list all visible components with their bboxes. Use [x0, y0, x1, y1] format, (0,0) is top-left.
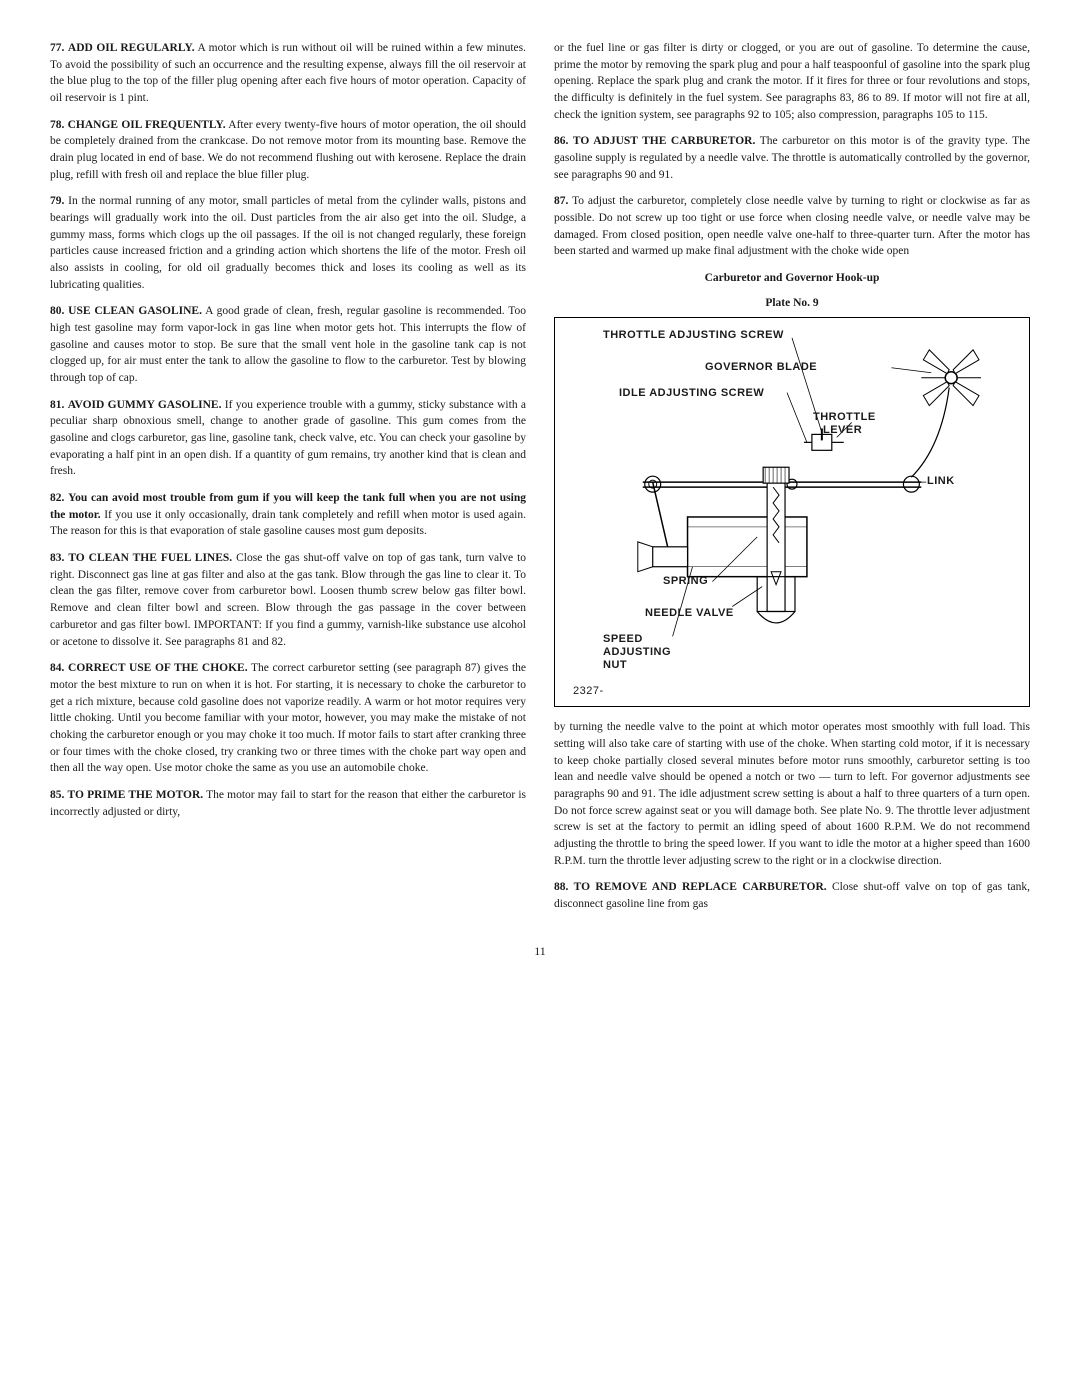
para-87-cont: by turning the needle valve to the point… [554, 719, 1030, 869]
para-num: 83. [50, 552, 64, 564]
para-84: 84. CORRECT USE OF THE CHOKE. The correc… [50, 660, 526, 777]
para-title: ADD OIL REGULARLY. [68, 42, 195, 54]
para-text: In the normal running of any motor, smal… [50, 195, 526, 290]
para-num: 77. [50, 42, 64, 54]
para-title: AVOID GUMMY GASOLINE. [68, 399, 222, 411]
label-nut: NUT [603, 658, 627, 674]
label-needle-valve: NEEDLE VALVE [645, 606, 734, 622]
para-title: TO ADJUST THE CARBURETOR. [573, 135, 755, 147]
para-num: 86. [554, 135, 568, 147]
para-title: CORRECT USE OF THE CHOKE. [68, 662, 248, 674]
para-87: 87. To adjust the carburetor, completely… [554, 193, 1030, 260]
label-throttle-screw: THROTTLE ADJUSTING SCREW [603, 328, 784, 344]
label-governor-blade: GOVERNOR BLADE [705, 360, 817, 376]
para-86: 86. TO ADJUST THE CARBURETOR. The carbur… [554, 133, 1030, 183]
para-title: USE CLEAN GASOLINE. [68, 305, 202, 317]
para-80: 80. USE CLEAN GASOLINE. A good grade of … [50, 303, 526, 386]
para-85-cont: or the fuel line or gas filter is dirty … [554, 40, 1030, 123]
label-lever: LEVER [823, 423, 862, 439]
para-title: TO CLEAN THE FUEL LINES. [68, 552, 232, 564]
two-column-layout: 77. ADD OIL REGULARLY. A motor which is … [50, 40, 1030, 923]
para-88: 88. TO REMOVE AND REPLACE CARBURETOR. Cl… [554, 879, 1030, 912]
para-81: 81. AVOID GUMMY GASOLINE. If you experie… [50, 397, 526, 480]
para-title: CHANGE OIL FREQUENTLY. [68, 119, 226, 131]
diagram-caption-2: Plate No. 9 [554, 295, 1030, 312]
para-text: The correct carburetor setting (see para… [50, 662, 526, 774]
para-num: 79. [50, 195, 64, 207]
carburetor-diagram: THROTTLE ADJUSTING SCREW GOVERNOR BLADE … [554, 317, 1030, 707]
para-num: 85. [50, 789, 64, 801]
para-85: 85. TO PRIME THE MOTOR. The motor may fa… [50, 787, 526, 820]
para-title: TO PRIME THE MOTOR. [68, 789, 204, 801]
label-idle-screw: IDLE ADJUSTING SCREW [619, 386, 764, 402]
label-partno: 2327- [573, 684, 604, 700]
para-83: 83. TO CLEAN THE FUEL LINES. Close the g… [50, 550, 526, 650]
para-77: 77. ADD OIL REGULARLY. A motor which is … [50, 40, 526, 107]
para-num: 80. [50, 305, 64, 317]
left-column: 77. ADD OIL REGULARLY. A motor which is … [50, 40, 526, 923]
diagram-caption-1: Carburetor and Governor Hook-up [554, 270, 1030, 287]
page-number: 11 [50, 943, 1030, 960]
para-text: To adjust the carburetor, completely clo… [554, 195, 1030, 257]
label-spring: SPRING [663, 574, 708, 590]
para-title: TO REMOVE AND REPLACE CARBURETOR. [574, 881, 827, 893]
right-column: or the fuel line or gas filter is dirty … [554, 40, 1030, 923]
para-78: 78. CHANGE OIL FREQUENTLY. After every t… [50, 117, 526, 184]
para-82: 82. You can avoid most trouble from gum … [50, 490, 526, 540]
para-text: Close the gas shut-off valve on top of g… [50, 552, 526, 647]
label-link: LINK [927, 474, 955, 490]
para-num: 84. [50, 662, 64, 674]
para-num: 82. [50, 492, 64, 504]
para-79: 79. In the normal running of any motor, … [50, 193, 526, 293]
para-num: 78. [50, 119, 64, 131]
para-num: 87. [554, 195, 568, 207]
para-num: 88. [554, 881, 568, 893]
para-text: If you use it only occasionally, drain t… [50, 509, 526, 538]
para-num: 81. [50, 399, 64, 411]
